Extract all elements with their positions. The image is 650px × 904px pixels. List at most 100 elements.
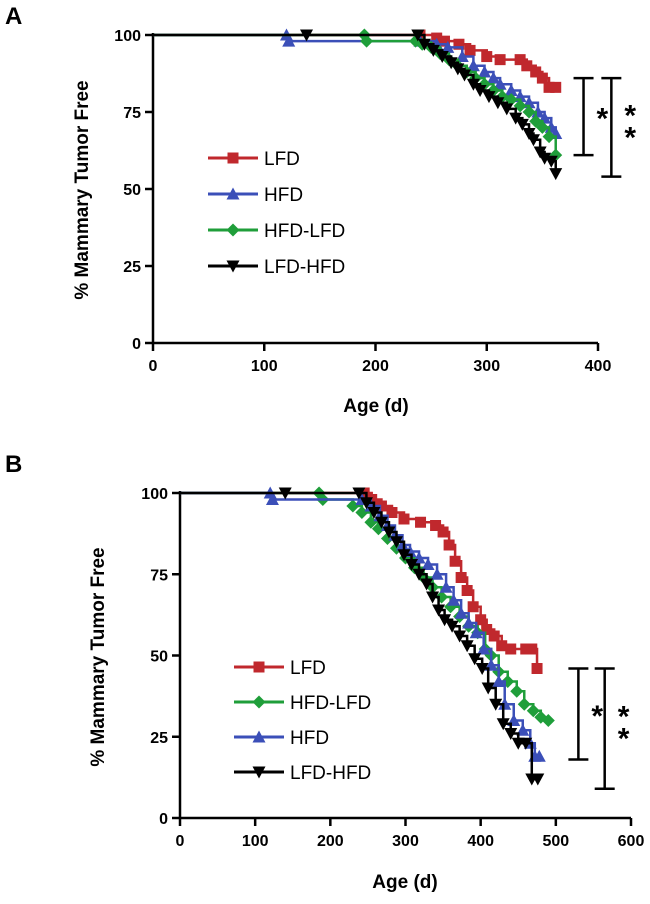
point-a-lfd-hfd-11 <box>482 91 496 104</box>
point-b-lfd-3 <box>375 500 387 512</box>
y-tick-label-b-75: 75 <box>150 567 168 584</box>
x-tick-label-b-300: 300 <box>392 833 419 850</box>
point-b-hfd-21 <box>498 697 512 710</box>
point-b-hfd-lfd-4 <box>355 506 369 519</box>
significance-label-b-2: * * <box>618 701 630 756</box>
point-a-lfd-hfd-14 <box>509 112 523 125</box>
point-b-lfd-12 <box>461 585 473 596</box>
point-b-lfd-hfd-3 <box>359 497 373 510</box>
legend-label-b-lfd-hfd: LFD-HFD <box>290 763 371 784</box>
point-b-lfd-21 <box>531 663 543 674</box>
x-tick-label-b-200: 200 <box>317 833 344 850</box>
point-a-hfd-9 <box>486 71 500 84</box>
point-b-lfd-19 <box>520 643 532 655</box>
point-a-lfd-hfd-8 <box>458 69 471 82</box>
series-line-a-hfd-lfd <box>153 33 557 156</box>
x-tick-label-b-0: 0 <box>176 833 185 850</box>
x-tick-label-a-0: 0 <box>149 358 158 375</box>
legend-item-a-hfd: HFD <box>208 185 303 206</box>
point-b-lfd-6 <box>415 516 427 528</box>
point-b-lfd-8 <box>437 526 449 538</box>
point-a-hfd-5 <box>441 40 455 53</box>
x-tick-label-a-300: 300 <box>473 358 500 375</box>
point-a-lfd-hfd-5 <box>435 51 449 64</box>
point-a-lfd-hfd-18 <box>533 146 547 159</box>
point-a-lfd-hfd-17 <box>526 134 540 147</box>
y-tick-label-b-0: 0 <box>159 811 168 828</box>
series-b-lfd <box>180 487 543 674</box>
point-b-lfd-hfd-25 <box>519 737 533 750</box>
point-b-lfd-hfd-8 <box>397 549 411 562</box>
point-b-hfd-lfd-22 <box>510 684 524 698</box>
legend-marker-a-lfd-hfd <box>226 260 240 273</box>
y-tick-label-a-0: 0 <box>132 336 141 353</box>
axes-a: 0 25 50 75 100 0 100 200 300 400 <box>114 28 611 375</box>
point-a-lfd-hfd-10 <box>473 84 487 97</box>
point-b-lfd-10 <box>449 555 461 567</box>
significance-label-b-1: * <box>591 700 603 733</box>
x-tick-label-b-100: 100 <box>242 833 269 850</box>
point-a-lfd-4 <box>453 38 465 50</box>
point-b-hfd-26 <box>532 749 546 762</box>
legend-label-a-lfd: LFD <box>264 149 300 170</box>
legend-marker-b-lfd <box>253 661 265 673</box>
point-a-hfd-7 <box>466 59 480 72</box>
point-b-lfd-9 <box>443 539 455 551</box>
legend-marker-b-hfd <box>252 730 266 743</box>
series-a-hfd <box>153 28 563 140</box>
series-a-lfd-hfd <box>153 29 563 181</box>
point-a-lfd-hfd-12 <box>491 97 505 110</box>
point-b-hfd-8 <box>395 538 409 551</box>
point-b-lfd-hfd-17 <box>460 640 474 653</box>
legend-label-b-lfd: LFD <box>290 658 326 679</box>
point-b-lfd-11 <box>455 572 467 583</box>
point-a-hfd-2 <box>282 34 296 47</box>
series-b-hfd-lfd <box>180 486 555 727</box>
point-a-lfd-hfd-2 <box>411 29 425 42</box>
legend-label-a-lfd-hfd: LFD-HFD <box>264 257 345 278</box>
y-tick-label-a-25: 25 <box>123 259 141 276</box>
legend-item-a-hfd-lfd: HFD-LFD <box>208 221 345 242</box>
point-a-hfd-8 <box>478 65 492 78</box>
point-b-lfd-hfd-5 <box>374 516 388 529</box>
x-tick-label-a-400: 400 <box>585 358 612 375</box>
point-a-lfd-hfd-3 <box>417 38 431 51</box>
significance-bracket-a-1: * <box>573 76 609 157</box>
point-a-lfd-hfd-6 <box>444 57 458 70</box>
legend-label-b-hfd-lfd: HFD-LFD <box>290 693 371 714</box>
point-b-lfd-hfd-12 <box>426 591 440 604</box>
point-b-lfd-hfd-27 <box>531 773 545 786</box>
significance-bracket-b-2: * * <box>594 667 630 790</box>
y-axis-title-b: % Mammary Tumor Free <box>88 547 109 766</box>
point-b-hfd-18 <box>477 642 491 655</box>
chart-panel-b: B % Mammary Tumor Free Age (d) 0 25 50 75 10… <box>5 451 644 893</box>
x-axis-title-a: Age (d) <box>343 396 408 417</box>
y-tick-label-b-100: 100 <box>141 486 168 503</box>
point-b-lfd-hfd-10 <box>412 568 426 581</box>
point-b-hfd-lfd-5 <box>364 515 378 529</box>
point-b-lfd-hfd-23 <box>504 728 518 740</box>
point-b-lfd-hfd-20 <box>481 682 495 695</box>
point-b-lfd-18 <box>505 643 517 655</box>
point-b-lfd-hfd-9 <box>405 559 419 571</box>
significance-label-a-2: * * <box>624 99 636 154</box>
point-b-lfd-15 <box>481 624 493 635</box>
point-b-lfd-hfd-2 <box>352 487 366 500</box>
panel-label-a: A <box>5 3 22 30</box>
point-a-lfd-13 <box>550 81 562 93</box>
x-tick-label-b-500: 500 <box>542 833 569 850</box>
y-tick-label-a-50: 50 <box>123 182 141 199</box>
point-b-lfd-hfd-16 <box>453 630 467 643</box>
point-a-lfd-hfd-1 <box>300 29 314 42</box>
series-b-lfd-hfd <box>180 487 545 786</box>
point-b-lfd-16 <box>488 630 500 642</box>
axes-b: 0 25 50 75 100 0 100 200 300 400 500 600 <box>141 486 644 850</box>
y-tick-label-a-75: 75 <box>123 105 141 122</box>
point-b-lfd-hfd-4 <box>367 507 381 519</box>
y-tick-label-b-25: 25 <box>150 730 168 747</box>
chart-panel-a: A % Mammary Tumor Free Age (d) 0 25 50 75 10… <box>5 3 636 417</box>
legend-marker-b-hfd-lfd <box>252 695 266 709</box>
x-tick-label-b-600: 600 <box>618 833 645 850</box>
point-a-lfd-hfd-19 <box>538 152 552 165</box>
legend-item-b-lfd-hfd: LFD-HFD <box>234 763 371 784</box>
